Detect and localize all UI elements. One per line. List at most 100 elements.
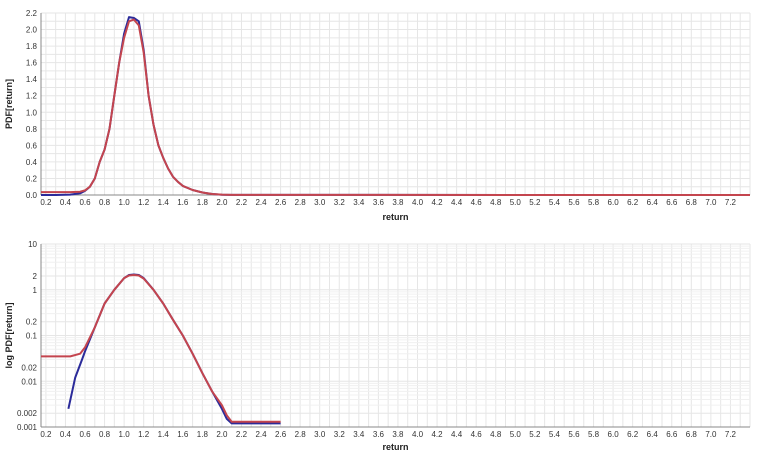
x-tick-label: 4.8 <box>490 430 502 439</box>
x-tick-label: 2.6 <box>275 430 287 439</box>
x-tick-label: 3.6 <box>373 430 385 439</box>
x-tick-label: 2.0 <box>216 198 228 207</box>
x-tick-label: 5.8 <box>588 430 600 439</box>
x-tick-label: 3.8 <box>392 198 404 207</box>
x-tick-label: 7.0 <box>705 198 717 207</box>
x-tick-label: 5.6 <box>568 430 580 439</box>
x-tick-label: 3.0 <box>314 198 326 207</box>
x-tick-label: 4.2 <box>431 198 443 207</box>
x-tick-label: 5.2 <box>529 430 541 439</box>
series-line-2 <box>41 18 751 196</box>
x-tick-label: 2.2 <box>236 430 248 439</box>
y-tick-label: 0.001 <box>17 423 38 432</box>
x-tick-label: 3.8 <box>392 430 404 439</box>
x-tick-label: 3.2 <box>334 430 346 439</box>
x-tick-label: 0.2 <box>40 430 52 439</box>
x-tick-label: 2.8 <box>295 430 307 439</box>
series-line-1 <box>41 16 751 196</box>
x-tick-label: 1.8 <box>197 198 209 207</box>
x-tick-label: 2.6 <box>275 198 287 207</box>
x-tick-label: 6.6 <box>666 198 678 207</box>
x-tick-label: 4.0 <box>412 430 424 439</box>
y-tick-label: 0.4 <box>26 158 38 167</box>
x-tick-label: 6.4 <box>647 198 659 207</box>
y-tick-label: 1.2 <box>26 92 38 101</box>
x-tick-label: 5.4 <box>549 430 561 439</box>
x-tick-label: 2.4 <box>255 430 267 439</box>
y-tick-label: 1.8 <box>26 42 38 51</box>
y-tick-label: 2 <box>33 272 38 281</box>
x-tick-label: 4.2 <box>431 430 443 439</box>
y-axis-label: PDF[return] <box>4 79 14 129</box>
x-tick-label: 7.2 <box>725 198 737 207</box>
x-tick-label: 0.8 <box>99 430 111 439</box>
x-tick-label: 4.0 <box>412 198 424 207</box>
x-tick-label: 0.2 <box>40 198 52 207</box>
y-tick-label: 0.01 <box>21 377 37 386</box>
y-axis-label: log PDF[return] <box>4 303 14 369</box>
x-tick-label: 2.8 <box>295 198 307 207</box>
x-tick-label: 6.0 <box>608 198 620 207</box>
y-tick-label: 0.02 <box>21 363 37 372</box>
x-tick-label: 7.2 <box>725 430 737 439</box>
x-tick-label: 5.2 <box>529 198 541 207</box>
x-tick-label: 4.6 <box>471 430 483 439</box>
x-tick-label: 1.2 <box>138 198 150 207</box>
y-tick-label: 10 <box>28 240 37 249</box>
y-tick-label: 0.1 <box>26 332 38 341</box>
x-tick-label: 3.4 <box>353 198 365 207</box>
x-tick-label: 6.6 <box>666 430 678 439</box>
y-tick-label: 1.4 <box>26 75 38 84</box>
y-tick-label: 2.0 <box>26 26 38 35</box>
x-tick-label: 0.6 <box>79 430 91 439</box>
y-tick-label: 0.8 <box>26 125 38 134</box>
x-axis-label: return <box>382 212 408 222</box>
x-tick-label: 7.0 <box>705 430 717 439</box>
x-tick-label: 0.4 <box>60 198 72 207</box>
x-tick-label: 5.4 <box>549 198 561 207</box>
x-tick-label: 0.6 <box>79 198 91 207</box>
y-tick-label: 0.2 <box>26 174 38 183</box>
y-tick-label: 0.002 <box>17 409 38 418</box>
x-tick-label: 3.2 <box>334 198 346 207</box>
x-tick-label: 2.2 <box>236 198 248 207</box>
x-tick-label: 4.4 <box>451 198 463 207</box>
x-tick-label: 1.6 <box>177 430 189 439</box>
series-line-2 <box>41 274 281 423</box>
x-tick-label: 3.6 <box>373 198 385 207</box>
x-tick-label: 2.4 <box>255 198 267 207</box>
x-tick-label: 5.6 <box>568 198 580 207</box>
y-tick-label: 0.2 <box>26 318 38 327</box>
y-tick-label: 1.0 <box>26 108 38 117</box>
y-tick-label: 2.2 <box>26 9 38 18</box>
x-tick-label: 6.2 <box>627 430 639 439</box>
x-tick-label: 1.6 <box>177 198 189 207</box>
x-tick-label: 1.4 <box>158 430 170 439</box>
x-axis-label: return <box>382 442 408 452</box>
y-tick-label: 0.0 <box>26 191 38 200</box>
x-tick-label: 5.0 <box>510 430 522 439</box>
y-tick-label: 1.6 <box>26 59 38 68</box>
x-tick-label: 6.8 <box>686 198 698 207</box>
x-tick-label: 6.8 <box>686 430 698 439</box>
y-tick-label: 0.6 <box>26 141 38 150</box>
x-tick-label: 6.0 <box>608 430 620 439</box>
x-tick-label: 1.4 <box>158 198 170 207</box>
chart-top-linear: 0.2 0.4 0.6 0.8 1.0 1.2 1.4 1.6 1.8 2.0 2.2 2.4 2.6 2… <box>4 9 751 222</box>
x-tick-label: 1.0 <box>119 430 131 439</box>
y-tick-label: 1 <box>33 286 38 295</box>
x-tick-label: 1.2 <box>138 430 150 439</box>
x-tick-label: 4.6 <box>471 198 483 207</box>
x-tick-label: 6.2 <box>627 198 639 207</box>
x-tick-label: 5.0 <box>510 198 522 207</box>
x-tick-label: 6.4 <box>647 430 659 439</box>
x-tick-label: 1.0 <box>119 198 131 207</box>
x-tick-label: 3.0 <box>314 430 326 439</box>
chart-bottom-log: 0.2 0.4 0.6 0.8 1.0 1.2 1.4 1.6 1.8 2.0 2.2 2.4 2.6 2… <box>4 240 751 452</box>
x-tick-label: 1.8 <box>197 430 209 439</box>
x-tick-label: 5.8 <box>588 198 600 207</box>
x-tick-label: 0.4 <box>60 430 72 439</box>
x-tick-label: 4.4 <box>451 430 463 439</box>
x-tick-label: 3.4 <box>353 430 365 439</box>
